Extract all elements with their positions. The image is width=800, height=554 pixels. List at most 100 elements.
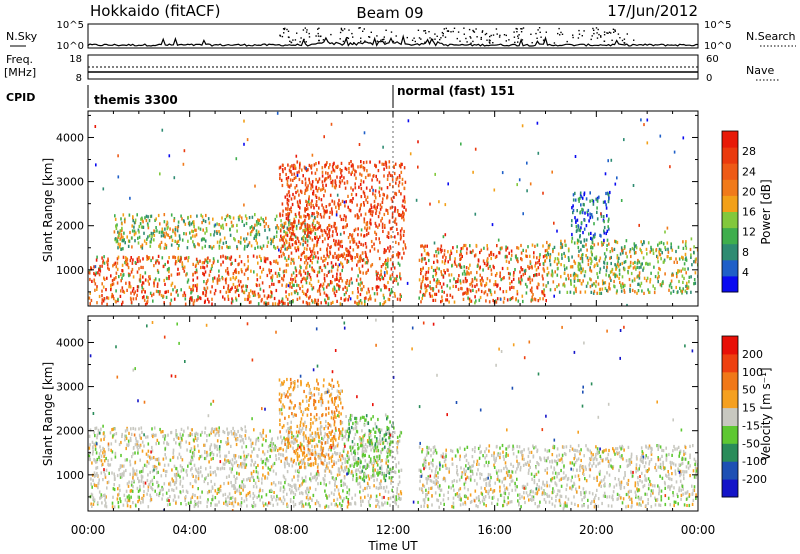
echo-cell xyxy=(325,301,327,305)
echo-cell xyxy=(285,449,288,453)
echo-cell xyxy=(396,491,398,495)
echo-cell xyxy=(462,246,464,250)
echo-cell xyxy=(608,242,610,246)
echo-cell xyxy=(129,472,131,476)
echo-cell xyxy=(494,273,497,278)
echo-cell xyxy=(174,256,177,260)
echo-cell xyxy=(341,499,344,503)
echo-cell xyxy=(354,214,356,218)
echo-cell xyxy=(206,504,208,509)
power-echoes xyxy=(88,111,698,306)
echo-cell xyxy=(274,448,276,452)
echo-cell xyxy=(574,216,576,220)
echo-cell xyxy=(557,252,560,256)
echo-cell xyxy=(291,164,293,168)
echo-cell xyxy=(188,220,191,224)
echo-cell xyxy=(184,222,187,226)
echo-cell xyxy=(389,293,391,297)
echo-cell xyxy=(144,302,147,306)
echo-cell xyxy=(364,449,367,453)
echo-cell xyxy=(141,440,144,444)
echo-cell xyxy=(399,490,402,494)
echo-cell xyxy=(506,246,509,250)
echo-cell xyxy=(315,227,317,231)
echo-cell xyxy=(626,255,628,259)
echo-cell xyxy=(425,252,428,256)
echo-cell xyxy=(384,489,387,493)
echo-cell xyxy=(125,281,127,285)
echo-cell xyxy=(186,448,188,452)
echo-cell xyxy=(176,229,179,233)
echo-cell xyxy=(380,486,382,490)
colorbar-frame xyxy=(721,130,739,293)
echo-cell xyxy=(137,256,140,260)
echo-cell xyxy=(295,240,297,244)
echo-cell xyxy=(305,215,307,219)
echo-cell xyxy=(534,264,536,268)
echo-cell xyxy=(167,289,169,294)
echo-cell xyxy=(370,205,373,210)
echo-cell xyxy=(185,256,188,260)
nsearch-point xyxy=(558,27,560,30)
echo-cell xyxy=(489,264,491,269)
echo-cell xyxy=(113,505,116,509)
echo-cell xyxy=(111,279,114,283)
echo-cell xyxy=(113,230,116,234)
echo-cell xyxy=(590,290,593,294)
echo-cell xyxy=(97,428,100,432)
echo-cell xyxy=(585,197,588,201)
echo-cell xyxy=(388,220,391,224)
echo-cell xyxy=(236,245,238,249)
echo-cell xyxy=(324,189,326,193)
echo-cell xyxy=(131,489,134,493)
echo-cell xyxy=(240,497,243,501)
echo-cell xyxy=(425,277,428,281)
echo-cell xyxy=(326,247,328,251)
echo-cell xyxy=(394,206,396,210)
echo-cell xyxy=(207,498,209,502)
echo-cell xyxy=(316,214,319,218)
echo-cell xyxy=(379,278,381,282)
echo-cell xyxy=(373,205,375,209)
echo-cell xyxy=(366,226,369,230)
echo-cell xyxy=(290,277,292,281)
echo-cell xyxy=(334,503,336,507)
echo-cell xyxy=(139,445,141,449)
echo-cell xyxy=(624,245,626,249)
colorbar-segment xyxy=(722,211,738,229)
echo-cell xyxy=(297,478,299,482)
echo-cell xyxy=(191,473,194,477)
echo-point xyxy=(222,223,224,227)
echo-point xyxy=(497,238,500,242)
echo-cell xyxy=(620,283,622,287)
nsearch-point xyxy=(308,36,311,38)
echo-cell xyxy=(190,500,192,504)
echo-point xyxy=(102,187,105,191)
nsearch-point xyxy=(606,32,608,34)
echo-cell xyxy=(435,254,438,258)
nsearch-point xyxy=(481,31,483,33)
echo-cell xyxy=(376,292,379,296)
echo-cell xyxy=(121,263,124,267)
echo-cell xyxy=(391,212,394,216)
echo-cell xyxy=(161,488,163,492)
echo-cell xyxy=(690,255,692,259)
echo-cell xyxy=(308,234,310,238)
echo-cell xyxy=(451,264,453,268)
echo-cell xyxy=(304,206,306,211)
echo-cell xyxy=(283,235,285,239)
echo-cell xyxy=(243,454,246,458)
nsearch-point xyxy=(303,38,305,41)
echo-cell xyxy=(333,291,336,295)
echo-point xyxy=(246,138,249,142)
echo-cell xyxy=(582,267,584,271)
echo-cell xyxy=(273,495,275,499)
echo-cell xyxy=(371,185,373,189)
echo-cell xyxy=(157,270,160,274)
echo-cell xyxy=(291,202,294,207)
echo-cell xyxy=(356,443,359,447)
echo-cell xyxy=(239,434,241,438)
echo-cell xyxy=(286,179,289,183)
echo-cell xyxy=(314,236,317,240)
echo-cell xyxy=(227,481,230,485)
